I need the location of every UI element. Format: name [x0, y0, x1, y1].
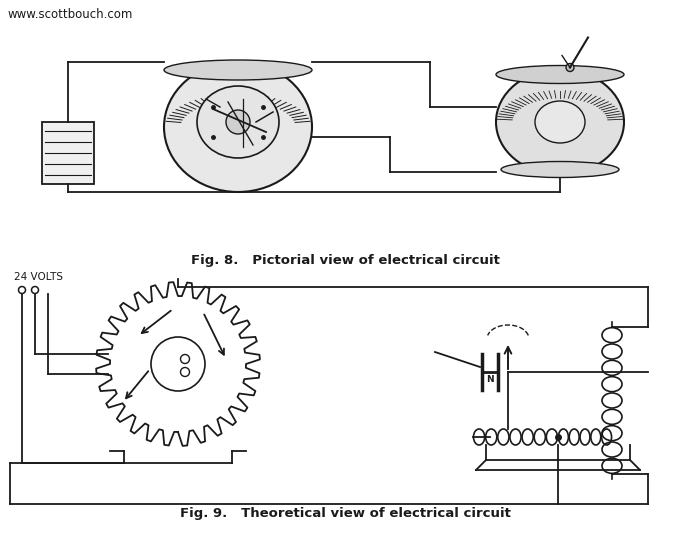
Circle shape	[566, 63, 574, 72]
Ellipse shape	[197, 86, 279, 158]
Text: N: N	[486, 376, 494, 384]
Ellipse shape	[535, 101, 585, 143]
Ellipse shape	[164, 62, 312, 192]
Ellipse shape	[496, 69, 624, 175]
Text: Fig. 9.   Theoretical view of electrical circuit: Fig. 9. Theoretical view of electrical c…	[179, 507, 511, 520]
Circle shape	[226, 110, 250, 134]
Text: www.scottbouch.com: www.scottbouch.com	[8, 8, 133, 21]
Bar	[42, 122, 94, 184]
Ellipse shape	[164, 60, 312, 80]
Ellipse shape	[501, 162, 619, 177]
Ellipse shape	[496, 66, 624, 83]
Text: Fig. 8.   Pictorial view of electrical circuit: Fig. 8. Pictorial view of electrical cir…	[190, 254, 500, 267]
Text: 24 VOLTS: 24 VOLTS	[14, 272, 63, 282]
